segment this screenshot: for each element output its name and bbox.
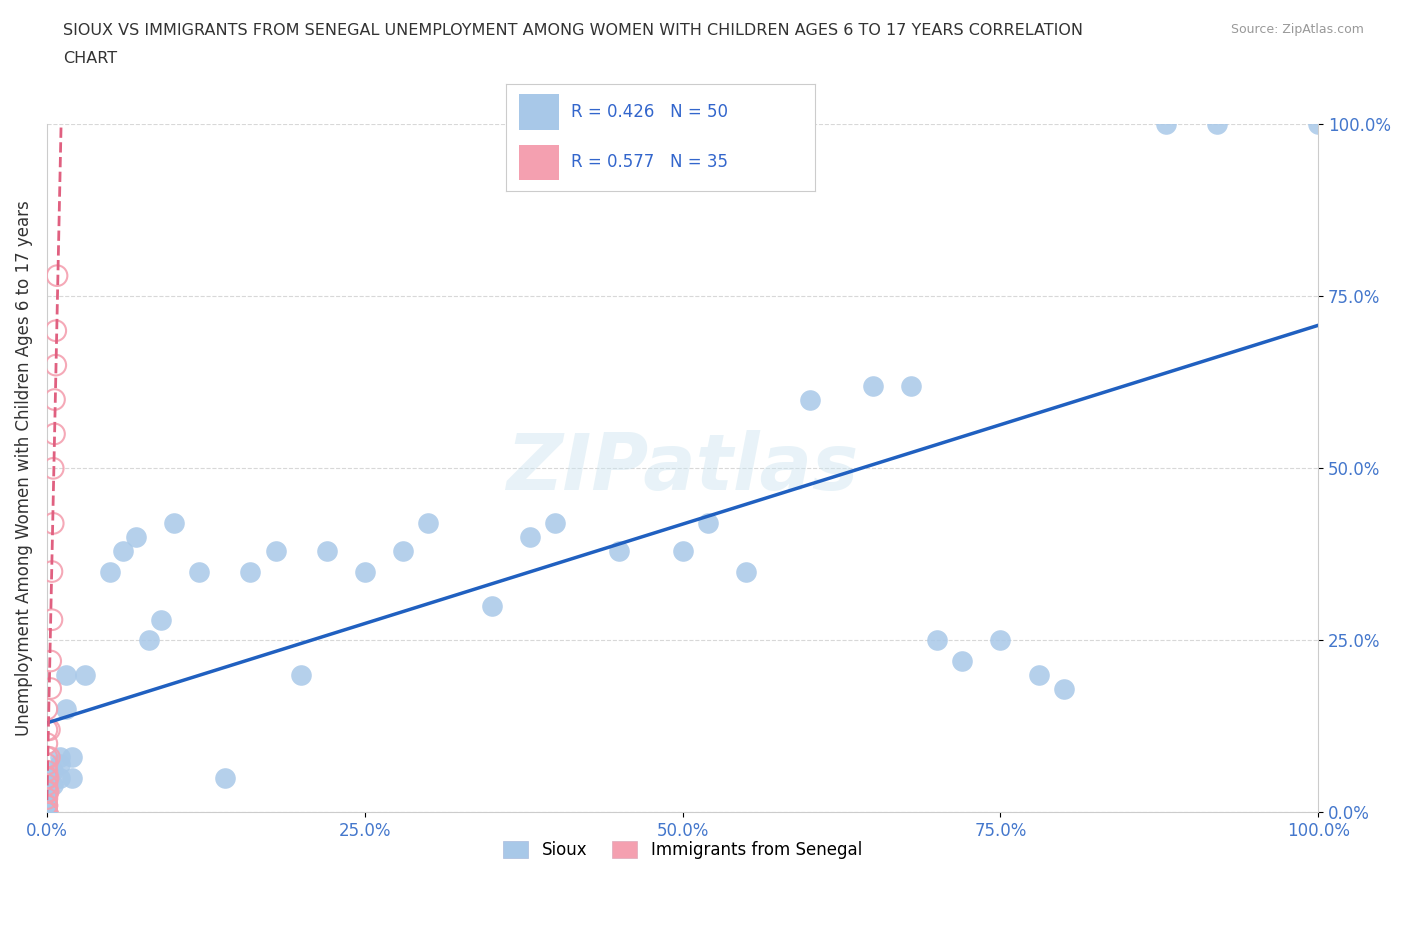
Point <box>35 805 58 820</box>
Point <box>41 612 63 627</box>
Point <box>35 777 58 792</box>
Point <box>418 516 440 531</box>
Text: SIOUX VS IMMIGRANTS FROM SENEGAL UNEMPLOYMENT AMONG WOMEN WITH CHILDREN AGES 6 T: SIOUX VS IMMIGRANTS FROM SENEGAL UNEMPLO… <box>63 23 1083 38</box>
Point <box>100 565 122 579</box>
Point <box>35 798 58 813</box>
Point <box>46 268 69 283</box>
Point <box>37 771 59 786</box>
Bar <box>519 145 558 180</box>
Point <box>481 599 503 614</box>
Point <box>392 543 415 558</box>
Point <box>1028 668 1050 683</box>
Point <box>1053 681 1076 696</box>
Point <box>44 392 66 407</box>
Point <box>42 461 65 476</box>
Point <box>35 805 58 820</box>
Point <box>950 654 973 669</box>
Bar <box>519 95 558 129</box>
Point <box>60 771 83 786</box>
Text: ZIPatlas: ZIPatlas <box>506 431 859 506</box>
Point <box>697 516 720 531</box>
Point <box>353 565 375 579</box>
Point <box>42 516 65 531</box>
Point <box>519 530 541 545</box>
Point <box>214 771 236 786</box>
Point <box>1205 117 1227 132</box>
Point <box>925 633 948 648</box>
Point <box>42 764 65 778</box>
Point <box>35 737 58 751</box>
Point <box>315 543 337 558</box>
Point <box>163 516 186 531</box>
Point <box>42 777 65 792</box>
Point <box>1154 117 1177 132</box>
Point <box>35 757 58 772</box>
Point <box>1308 117 1330 132</box>
Point <box>35 764 58 778</box>
Point <box>35 771 58 786</box>
Point <box>35 805 58 820</box>
Point <box>990 633 1012 648</box>
Point <box>112 543 135 558</box>
Point <box>35 784 58 799</box>
Point <box>41 565 63 579</box>
Point <box>35 784 58 799</box>
Text: Source: ZipAtlas.com: Source: ZipAtlas.com <box>1230 23 1364 36</box>
Point <box>35 750 58 764</box>
Y-axis label: Unemployment Among Women with Children Ages 6 to 17 years: Unemployment Among Women with Children A… <box>15 201 32 737</box>
Point <box>138 633 160 648</box>
Point <box>39 681 62 696</box>
Point <box>39 654 62 669</box>
Point <box>55 668 77 683</box>
Point <box>544 516 567 531</box>
Point <box>900 379 922 393</box>
Point <box>35 805 58 820</box>
Point <box>35 798 58 813</box>
Text: R = 0.426   N = 50: R = 0.426 N = 50 <box>571 103 728 121</box>
Point <box>188 565 211 579</box>
Point <box>671 543 693 558</box>
Point <box>290 668 312 683</box>
Point <box>35 798 58 813</box>
Point <box>44 427 66 442</box>
Point <box>150 612 173 627</box>
Point <box>607 543 630 558</box>
Point <box>38 723 60 737</box>
Legend: Sioux, Immigrants from Senegal: Sioux, Immigrants from Senegal <box>496 834 869 866</box>
Point <box>45 358 67 373</box>
Point <box>799 392 821 407</box>
Point <box>35 805 58 820</box>
Point <box>264 543 287 558</box>
Point <box>55 702 77 717</box>
Point <box>45 324 67 339</box>
Point <box>48 771 70 786</box>
Point <box>35 791 58 806</box>
Point <box>73 668 96 683</box>
Point <box>35 805 58 820</box>
Point <box>125 530 148 545</box>
Text: CHART: CHART <box>63 51 117 66</box>
Point <box>35 805 58 820</box>
Text: R = 0.577   N = 35: R = 0.577 N = 35 <box>571 153 728 171</box>
Point <box>239 565 262 579</box>
Point <box>735 565 758 579</box>
Point <box>48 757 70 772</box>
Point <box>48 750 70 764</box>
Point <box>60 750 83 764</box>
Point <box>35 791 58 806</box>
Point <box>38 750 60 764</box>
Point <box>35 723 58 737</box>
Point <box>35 771 58 786</box>
Point <box>35 798 58 813</box>
Point <box>35 805 58 820</box>
Point <box>35 805 58 820</box>
Point <box>35 805 58 820</box>
Point <box>862 379 884 393</box>
Point <box>37 784 59 799</box>
Point <box>35 702 58 717</box>
